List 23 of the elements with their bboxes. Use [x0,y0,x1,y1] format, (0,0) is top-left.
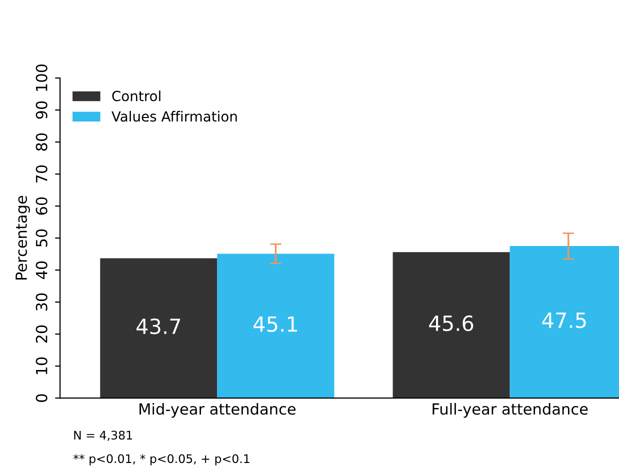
y-tick-label: 70 [36,165,48,183]
legend-label: Values Affirmation [112,110,237,122]
y-tick-label: 100 [36,64,48,91]
text: ** p<0.01, * p<0.05, + p<0.1 [73,454,250,466]
y-tick-label: 80 [36,133,48,151]
legend-label: Control [112,90,160,102]
y-axis-title: Percentage [16,196,30,280]
y-tick-label: 20 [36,325,48,343]
y-tick-label: 0 [36,394,48,402]
y-tick-label: 40 [36,261,48,280]
data-label: 45.1 [254,316,297,332]
bar [100,258,218,398]
y-tick-label: 90 [36,101,48,119]
text: N = 4,381 [74,430,132,441]
data-label: 45.6 [429,315,474,332]
y-tick-label: 60 [36,197,48,215]
x-tick-label: Full-year attendance [432,402,588,418]
y-tick-label: 30 [36,293,48,311]
data-label: 47.5 [542,312,586,328]
data-label: 43.7 [136,318,180,334]
y-tick-label: 10 [36,357,48,374]
y-tick-label: 50 [36,229,48,247]
x-tick-label: Mid-year attendance [140,402,296,418]
